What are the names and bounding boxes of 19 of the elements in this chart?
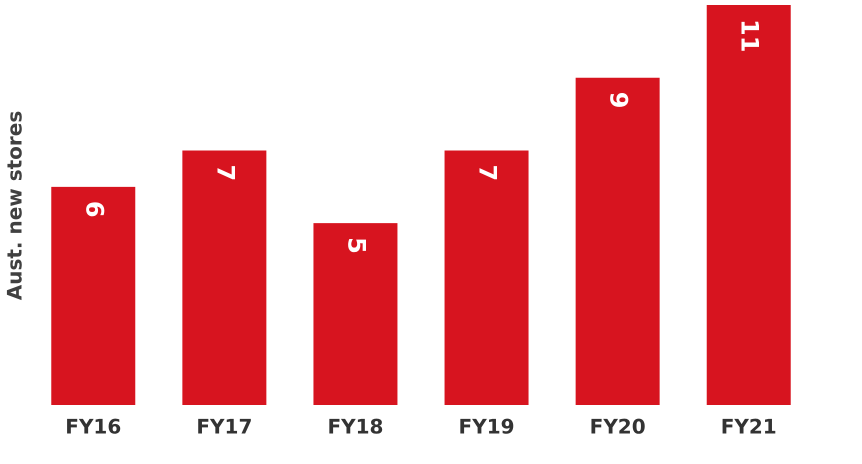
data-label: 5: [342, 237, 370, 254]
bar: [444, 150, 529, 405]
x-tick-label: FY17: [196, 414, 252, 438]
x-tick-label: FY16: [65, 414, 122, 438]
bar: [313, 223, 398, 405]
bar: [182, 150, 266, 405]
x-tick-label: FY18: [327, 414, 384, 438]
data-label: 6: [80, 200, 108, 218]
bar: [706, 5, 791, 405]
x-tick-label: FY19: [458, 414, 515, 438]
bar: [576, 78, 660, 405]
data-label: 7: [474, 164, 502, 182]
x-tick-label: FY20: [590, 414, 646, 438]
bar: [51, 186, 136, 405]
data-label: 11: [736, 19, 764, 52]
data-label: 7: [211, 164, 240, 182]
y-axis-title: Aust. new stores: [2, 110, 26, 300]
data-label: 9: [604, 92, 633, 108]
x-tick-label: FY21: [720, 414, 777, 438]
